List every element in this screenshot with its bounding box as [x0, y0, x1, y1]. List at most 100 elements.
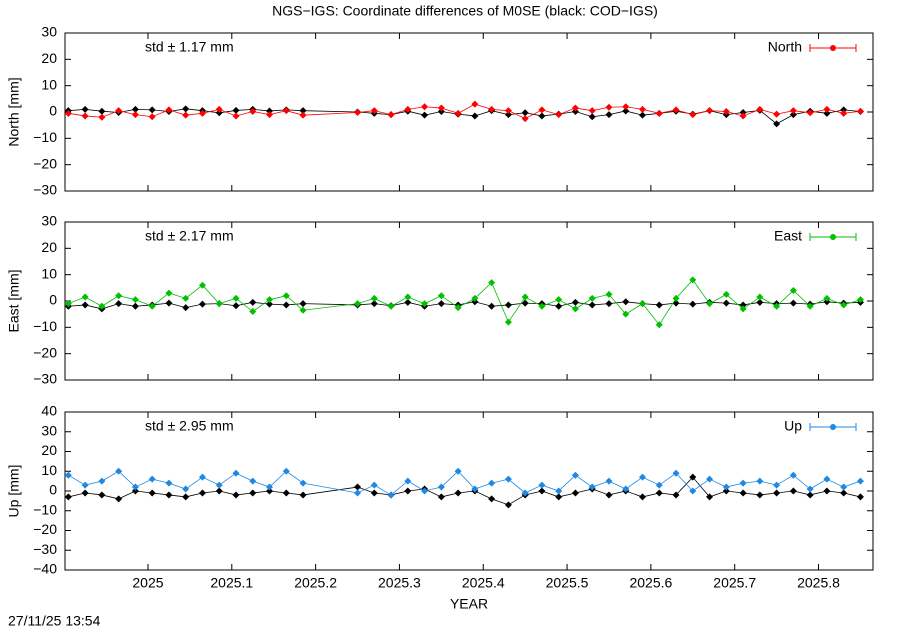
data-point [588, 301, 596, 309]
data-point [282, 489, 290, 497]
data-point [672, 469, 680, 477]
data-point [756, 491, 764, 499]
data-point [148, 302, 156, 310]
y-tick-label: 20 [41, 239, 57, 255]
y-tick-label: −40 [33, 561, 57, 577]
data-point [215, 487, 223, 495]
y-tick-label: 20 [41, 50, 57, 66]
data-point [81, 301, 89, 309]
data-point [249, 477, 257, 485]
data-point [165, 491, 173, 499]
y-tick-label: −10 [33, 129, 57, 145]
data-point [198, 281, 206, 289]
data-point [789, 471, 797, 479]
std-annotation: std ± 2.95 mm [145, 418, 234, 434]
data-point [232, 302, 240, 310]
data-point [689, 111, 697, 119]
data-point [840, 301, 848, 309]
x-tick-label: 2025.3 [378, 575, 421, 591]
data-point [639, 493, 647, 501]
data-point [64, 471, 72, 479]
legend-label: North [768, 39, 802, 55]
y-tick-label: 10 [41, 76, 57, 92]
data-point [249, 308, 257, 316]
data-point [773, 302, 781, 310]
data-point [555, 487, 563, 495]
data-point [232, 469, 240, 477]
data-point [605, 300, 613, 308]
data-point [672, 106, 680, 114]
data-point [299, 111, 307, 119]
data-point [182, 485, 190, 493]
data-point [840, 489, 848, 497]
series-line [68, 279, 861, 326]
y-tick-label: −20 [33, 344, 57, 360]
data-point [81, 481, 89, 489]
data-point [756, 105, 764, 113]
data-point [64, 109, 72, 117]
data-point [387, 111, 395, 119]
data-point [198, 109, 206, 117]
data-point [421, 300, 429, 308]
data-point [856, 107, 864, 115]
data-point [354, 109, 362, 117]
data-point [605, 491, 613, 499]
data-point [81, 293, 89, 301]
data-point [773, 110, 781, 118]
data-point [437, 300, 445, 308]
data-point [488, 479, 496, 487]
data-point [81, 489, 89, 497]
y-tick-label: −30 [33, 182, 57, 198]
data-point [81, 112, 89, 120]
data-point [823, 109, 831, 117]
data-point [722, 487, 730, 495]
data-point [605, 111, 613, 119]
data-point [182, 105, 190, 113]
data-point [488, 495, 496, 503]
data-point [756, 477, 764, 485]
data-point [789, 111, 797, 119]
data-point [588, 113, 596, 121]
legend-label: Up [784, 418, 802, 434]
data-point [215, 300, 223, 308]
data-point [789, 107, 797, 115]
data-point [538, 112, 546, 120]
data-point [706, 107, 714, 115]
y-axis-label: North [mm] [6, 77, 22, 146]
legend-marker [830, 234, 836, 240]
data-point [588, 107, 596, 115]
data-point [404, 477, 412, 485]
y-tick-label: 20 [41, 442, 57, 458]
data-point [571, 305, 579, 313]
data-point [571, 489, 579, 497]
std-annotation: std ± 1.17 mm [145, 39, 234, 55]
data-point [504, 318, 512, 326]
series-line [68, 301, 861, 310]
data-point [488, 302, 496, 310]
data-point [739, 112, 747, 120]
x-tick-label: 2025.1 [210, 575, 253, 591]
data-point [282, 107, 290, 115]
data-point [588, 483, 596, 491]
data-point [706, 493, 714, 501]
data-point [165, 106, 173, 114]
data-point [655, 109, 663, 117]
data-point [387, 491, 395, 499]
data-point [471, 294, 479, 302]
data-point [722, 299, 730, 307]
x-tick-label: 2025.7 [713, 575, 756, 591]
data-point [538, 487, 546, 495]
data-point [605, 103, 613, 111]
data-point [538, 106, 546, 114]
data-point [471, 112, 479, 120]
data-point [370, 300, 378, 308]
data-point [266, 111, 274, 119]
data-point [299, 300, 307, 308]
data-point [521, 293, 529, 301]
data-point [639, 300, 647, 308]
data-point [249, 298, 257, 306]
data-point [588, 294, 596, 302]
data-point [165, 479, 173, 487]
data-point [404, 293, 412, 301]
data-point [249, 489, 257, 497]
